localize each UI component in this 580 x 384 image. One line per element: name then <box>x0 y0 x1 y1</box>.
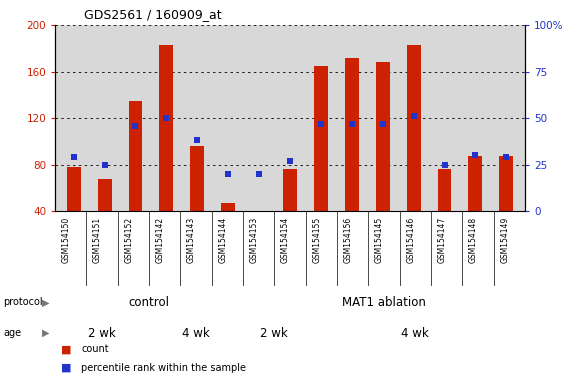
Bar <box>190 146 204 211</box>
Point <box>100 162 109 168</box>
Point <box>347 121 357 127</box>
Text: 4 wk: 4 wk <box>182 327 210 339</box>
Bar <box>407 45 420 211</box>
Text: GSM154155: GSM154155 <box>312 217 321 263</box>
Text: ■: ■ <box>61 363 71 373</box>
Text: GDS2561 / 160909_at: GDS2561 / 160909_at <box>84 8 222 21</box>
Text: ■: ■ <box>61 344 71 354</box>
Text: age: age <box>3 328 21 338</box>
Point <box>440 162 449 168</box>
Point <box>502 154 511 160</box>
Point <box>223 171 233 177</box>
Bar <box>221 203 235 211</box>
Text: GSM154143: GSM154143 <box>187 217 196 263</box>
Text: GSM154148: GSM154148 <box>469 217 478 263</box>
Bar <box>283 169 297 211</box>
Bar <box>376 62 390 211</box>
Point <box>162 115 171 121</box>
Text: GSM154154: GSM154154 <box>281 217 290 263</box>
Text: GSM154153: GSM154153 <box>249 217 259 263</box>
Text: protocol: protocol <box>3 297 42 308</box>
Text: GSM154151: GSM154151 <box>93 217 102 263</box>
Text: GSM154142: GSM154142 <box>155 217 165 263</box>
Text: GSM154149: GSM154149 <box>500 217 509 263</box>
Point <box>409 113 418 119</box>
Text: count: count <box>81 344 109 354</box>
Text: GSM154145: GSM154145 <box>375 217 384 263</box>
Bar <box>469 157 483 211</box>
Bar <box>160 45 173 211</box>
Text: GSM154150: GSM154150 <box>61 217 71 263</box>
Text: 2 wk: 2 wk <box>260 327 288 339</box>
Point <box>378 121 387 127</box>
Text: ▶: ▶ <box>42 297 49 308</box>
Text: ▶: ▶ <box>42 328 49 338</box>
Bar <box>437 169 451 211</box>
Text: MAT1 ablation: MAT1 ablation <box>342 296 426 309</box>
Bar <box>97 179 111 211</box>
Point <box>255 171 264 177</box>
Point <box>193 137 202 144</box>
Text: GSM154147: GSM154147 <box>437 217 447 263</box>
Bar <box>67 167 81 211</box>
Point <box>471 152 480 158</box>
Point <box>285 158 295 164</box>
Point <box>69 154 78 160</box>
Bar <box>499 157 513 211</box>
Text: GSM154146: GSM154146 <box>406 217 415 263</box>
Bar <box>345 58 359 211</box>
Text: GSM154144: GSM154144 <box>218 217 227 263</box>
Text: GSM154152: GSM154152 <box>124 217 133 263</box>
Text: GSM154156: GSM154156 <box>343 217 353 263</box>
Bar <box>314 66 328 211</box>
Point <box>131 122 140 129</box>
Point <box>316 121 325 127</box>
Text: percentile rank within the sample: percentile rank within the sample <box>81 363 246 373</box>
Text: 2 wk: 2 wk <box>88 327 116 339</box>
Text: 4 wk: 4 wk <box>401 327 429 339</box>
Bar <box>129 101 143 211</box>
Text: control: control <box>129 296 169 309</box>
